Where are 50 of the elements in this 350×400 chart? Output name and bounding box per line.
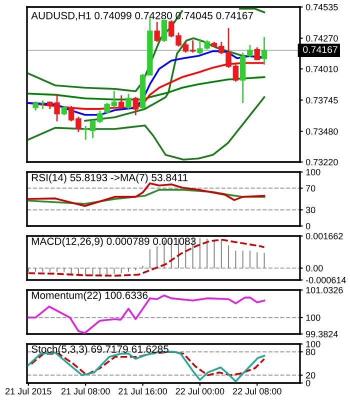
line-series: [28, 238, 266, 277]
y-tick-label: 0.73220: [306, 158, 338, 166]
x-tick-label: 21 Jul 2015: [6, 388, 52, 394]
candlestick: [40, 100, 46, 110]
candlestick: [118, 94, 124, 110]
candlestick: [197, 38, 203, 55]
ref-line-label: 0.74167: [303, 46, 338, 53]
candlestick: [254, 46, 260, 61]
y-tick-label: 101.0326: [306, 286, 343, 294]
line-series: [28, 96, 266, 161]
chart-title: MACD(12,26,9) 0.000789 0.001083: [32, 237, 196, 248]
candlestick: [61, 105, 68, 116]
x-tick-label: 21 Jul 16:00: [118, 388, 168, 394]
line-series: [28, 182, 266, 207]
line-series: [28, 188, 266, 205]
candlestick: [82, 125, 88, 140]
y-tick-label: 0.74010: [306, 66, 338, 72]
x-tick-label: 22 Jul 00:00: [176, 388, 224, 394]
y-tick-label: 0.74270: [306, 35, 338, 42]
y-tick-label: 0.00: [306, 265, 323, 272]
candlestick: [261, 36, 268, 66]
y-tick-label: 0.74535: [306, 4, 338, 10]
y-tick-label: 0: [306, 380, 310, 386]
y-tick-label: 20: [306, 372, 316, 379]
y-tick-label: 30: [306, 206, 316, 214]
candlestick: [240, 52, 246, 104]
candlestick: [32, 100, 38, 112]
y-tick-label: 0.73745: [306, 97, 338, 104]
candlestick: [204, 40, 210, 50]
candlestick: [132, 96, 138, 116]
y-tick-label: 100: [306, 314, 320, 321]
candlestick: [154, 21, 160, 43]
chart-title: Stoch(5,3,3) 69.7179 61.6285: [32, 345, 168, 355]
y-tick-label: -0.000614: [306, 276, 346, 284]
x-tick-label: 22 Jul 08:00: [232, 388, 282, 394]
line-series: [28, 76, 266, 100]
y-tick-label: 99.3824: [306, 330, 338, 338]
y-tick-label: 80: [306, 348, 316, 356]
chart-title: RSI(14) 55.8193 ->MA(7) 53.8411: [32, 174, 188, 184]
y-tick-label: 70: [306, 185, 316, 192]
y-tick-label: 0.001662: [306, 232, 343, 240]
candlestick: [126, 93, 132, 110]
candlestick: [161, 20, 168, 43]
y-tick-label: 100: [306, 168, 320, 176]
y-tick-label: 0: [306, 222, 310, 230]
y-tick-label: 0.73480: [306, 128, 338, 135]
chart-title: Momentum(22) 100.6336: [32, 291, 148, 302]
candlestick: [247, 44, 253, 58]
x-tick-label: 21 Jul 08:00: [61, 388, 110, 394]
y-tick-label: 100: [306, 340, 320, 348]
